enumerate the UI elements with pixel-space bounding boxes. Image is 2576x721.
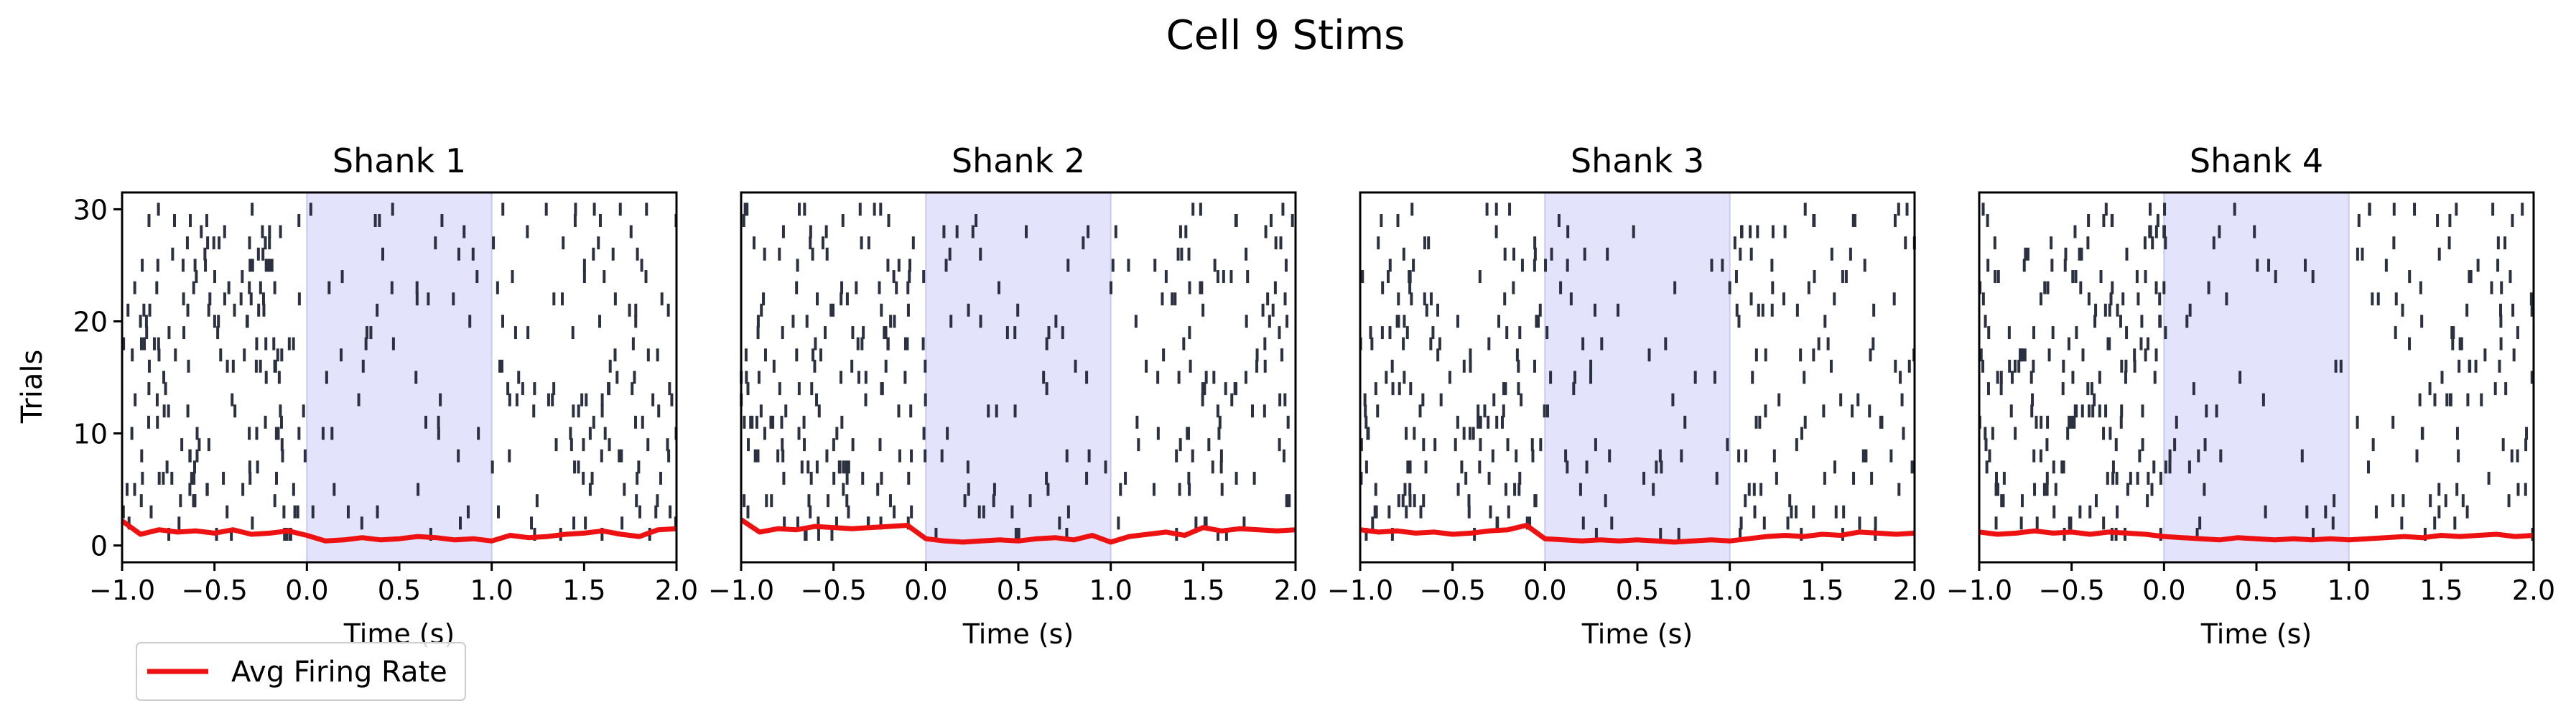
- x-tick-label: −0.5: [801, 575, 867, 606]
- x-tick-label: 1.0: [470, 575, 513, 606]
- x-tick-label: 1.0: [1708, 575, 1751, 606]
- x-tick-label: 0.5: [378, 575, 421, 606]
- panel-title: Shank 4: [2190, 141, 2323, 180]
- panel-title: Shank 2: [952, 141, 1085, 180]
- x-tick-label: 1.5: [562, 575, 605, 606]
- stim-window: [306, 192, 493, 563]
- y-tick-label: 0: [90, 531, 108, 562]
- x-tick-label: −0.5: [182, 575, 248, 606]
- y-tick-label: 20: [73, 306, 108, 338]
- x-tick-label: 0.0: [1523, 575, 1566, 606]
- y-tick-label: 10: [73, 419, 108, 450]
- x-tick-label: −1.0: [1946, 575, 2012, 606]
- panel-title: Shank 1: [333, 141, 466, 180]
- x-tick-label: 2.0: [2512, 575, 2555, 606]
- firing-rate-line: [740, 517, 1296, 545]
- x-axis-label: Time (s): [1581, 618, 1693, 650]
- x-tick-label: 2.0: [655, 575, 698, 606]
- firing-rate-line: [120, 518, 677, 544]
- stim-window: [1544, 192, 1731, 563]
- firing-rate-line: [1359, 523, 1915, 545]
- x-tick-label: 0.5: [2235, 575, 2278, 606]
- x-tick-label: −1.0: [708, 575, 774, 606]
- legend: Avg Firing Rate: [136, 642, 466, 701]
- x-tick-label: −0.5: [1420, 575, 1486, 606]
- y-tick-label: 30: [73, 194, 108, 225]
- legend-frame: [136, 642, 466, 701]
- panel-2: −1.0 −0.5 0.0 0.5 1.0 1.5 2.0 Shank 2 Time (s): [708, 141, 1317, 650]
- x-tick-label: −0.5: [2039, 575, 2105, 606]
- y-axis-label: Trials: [16, 350, 49, 424]
- x-tick-label: 1.0: [1089, 575, 1132, 606]
- panel-4: −1.0 −0.5 0.0 0.5 1.0 1.5 2.0 Shank 4 Time (s): [1946, 141, 2555, 650]
- spike-raster: [1978, 203, 2534, 541]
- firing-rate-line: [1979, 528, 2534, 543]
- x-tick-label: 0.5: [997, 575, 1040, 606]
- x-axis-label: Time (s): [962, 618, 1074, 650]
- legend-label-firing-rate: Avg Firing Rate: [231, 656, 447, 689]
- x-axis-label: Time (s): [2200, 618, 2312, 650]
- x-tick-label: 2.0: [1274, 575, 1317, 606]
- x-tick-label: 1.5: [1181, 575, 1224, 606]
- x-tick-label: 2.0: [1893, 575, 1936, 606]
- x-tick-label: 1.5: [2419, 575, 2463, 606]
- x-tick-label: −1.0: [89, 575, 155, 606]
- x-tick-label: 0.5: [1616, 575, 1659, 606]
- stim-window: [925, 192, 1112, 563]
- panel-title: Shank 3: [1571, 141, 1704, 180]
- x-tick-label: 0.0: [285, 575, 328, 606]
- panel-3: −1.0 −0.5 0.0 0.5 1.0 1.5 2.0 Shank 3 Time (s): [1327, 141, 1936, 650]
- figure-title: Cell 9 Stims: [1166, 12, 1405, 59]
- panels: −1.0 −0.5 0.0 0.5 1.0 1.5 2.0 0 10 20 30 Shank 1 Tim…: [73, 141, 2556, 650]
- x-tick-label: 0.0: [2142, 575, 2185, 606]
- x-tick-label: −1.0: [1327, 575, 1393, 606]
- spike-raster: [121, 203, 678, 541]
- x-tick-label: 1.5: [1800, 575, 1843, 606]
- x-tick-label: 1.0: [2327, 575, 2370, 606]
- stim-window: [2163, 192, 2350, 563]
- spike-raster: [1359, 203, 1916, 541]
- x-tick-label: 0.0: [904, 575, 947, 606]
